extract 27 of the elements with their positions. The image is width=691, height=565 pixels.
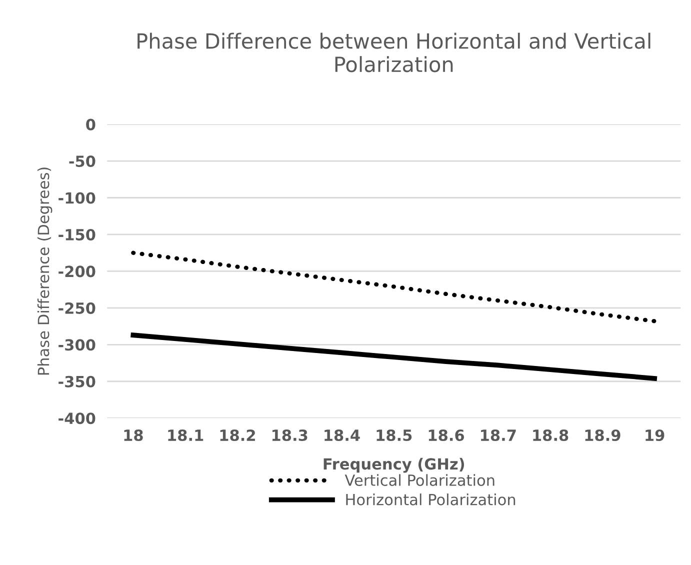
x-tick-label: 19 (646, 429, 664, 442)
x-tick-label: 18.3 (272, 429, 308, 442)
line-series (131, 250, 657, 324)
x-tick-label: 18.6 (428, 429, 464, 442)
y-tick-label: -200 (58, 266, 96, 278)
y-tick-label: -150 (58, 228, 96, 240)
y-tick-label: -400 (58, 412, 96, 424)
y-tick-label: -250 (58, 302, 96, 314)
y-tick-label: 0 (86, 118, 96, 130)
x-tick-label: 18.4 (324, 429, 360, 442)
x-tick-label: 18.7 (481, 429, 516, 442)
x-tick-label: 18.2 (220, 429, 255, 442)
y-axis-title: Phase Difference (Degrees) (37, 168, 52, 375)
x-tick-label: 18 (124, 429, 143, 442)
y-tick-label: -50 (69, 155, 96, 168)
x-tick-label: 18.5 (376, 429, 412, 442)
x-tick-label: 18.8 (533, 429, 568, 442)
y-tick-label: -100 (58, 192, 96, 204)
y-tick-label: -350 (58, 376, 96, 388)
chart-title: Phase Difference between Horizontal and Vertical Polarization (138, 32, 650, 72)
legend-label: Vertical Polarization (344, 474, 494, 486)
y-tick-label: -300 (58, 339, 96, 351)
legend-label: Horizontal Polarization (346, 494, 516, 506)
x-tick-label: 18.1 (168, 429, 204, 442)
x-tick-label: 18.9 (585, 429, 620, 442)
x-axis-title: Frequency (GHz) (324, 458, 464, 473)
line-series (130, 332, 657, 381)
